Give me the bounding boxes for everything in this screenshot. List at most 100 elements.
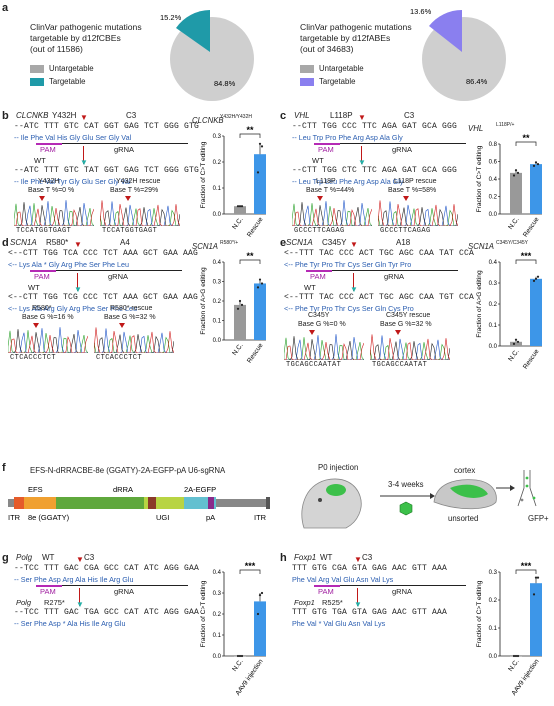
wt-label: WT xyxy=(320,553,333,562)
data-point xyxy=(536,576,540,579)
legend-targetable: Targetable xyxy=(319,77,356,86)
panel-a-label: a xyxy=(2,2,9,14)
y-tick-label: 0.1 xyxy=(213,319,222,325)
chromatogram-title: C345Y xyxy=(308,312,330,319)
chromatogram-bases: TGCAGCCAATAT xyxy=(286,361,342,369)
data-point xyxy=(532,164,536,167)
edited-base-marker-icon: ▼ xyxy=(74,285,82,294)
pie-slice-targetable xyxy=(429,9,462,52)
weeks-label: 3-4 weeks xyxy=(388,480,424,489)
y-tick-label: 0.0 xyxy=(213,212,222,218)
pie-slice-untargetable xyxy=(422,17,506,101)
bar-aav9injection xyxy=(530,583,542,656)
gene-name: Foxp1 xyxy=(294,598,315,607)
chart-title: SCN1A xyxy=(468,242,494,251)
data-point xyxy=(514,338,518,341)
mutation-name: C345Y xyxy=(322,238,347,247)
bar-aav9injection xyxy=(254,601,266,656)
sequence-wt: <--TTT TAC CCC ACT TGC AGC CAA TGT CCA xyxy=(284,293,475,302)
pam-underline xyxy=(306,270,332,272)
sequence-wt: --TCC TTT GAC CGA GCC CAT ATC AGG GAA xyxy=(14,564,200,573)
y-axis-label: Fraction of A>G editing xyxy=(200,267,207,335)
y-tick-label: 0.0 xyxy=(213,338,222,344)
data-point xyxy=(240,654,244,658)
y-tick-label: 0.1 xyxy=(213,186,222,192)
y-axis-label: Fraction of C>T editing xyxy=(476,580,483,647)
y-tick-label: 0.3 xyxy=(213,280,222,286)
aa-mutant: Phe Val * Val Glu Asn Val Lys xyxy=(292,619,386,628)
y-tick-label: 0.2 xyxy=(489,302,498,308)
sequence-mutant: --CTT TGG CCC TTC AGA GAT GCA GGG xyxy=(292,122,458,131)
data-point xyxy=(536,275,540,278)
chromatogram-title: L118P rescue xyxy=(394,178,437,185)
y-axis-label: Fraction of C>T editing xyxy=(200,141,207,208)
mutation-marker-icon xyxy=(33,323,39,328)
mutation-marker-icon xyxy=(403,196,409,201)
chromatogram-bases: CTCACCCTCT xyxy=(96,354,143,362)
chart-title: SCN1A xyxy=(192,242,218,251)
y-tick-label: 0.2 xyxy=(489,598,498,604)
aa-mutant: <-- Phe Tyr Pro Thr Cys Ser Gln Tyr Pro xyxy=(284,260,412,269)
gene-name: Polg xyxy=(16,553,33,562)
gene-name: SCN1A xyxy=(10,238,37,247)
aav-icon xyxy=(399,501,413,516)
panel-a-left-title: ClinVar pathogenic mutations targetable … xyxy=(30,22,142,54)
y-axis-label: Fraction of C>T editing xyxy=(200,580,207,647)
legend-swatch-untargetable xyxy=(300,64,314,73)
y-tick-label: 0.4 xyxy=(489,260,498,266)
legend-swatch-untargetable xyxy=(30,64,44,73)
significance-bracket xyxy=(515,569,537,574)
y-tick-label: 0.8 xyxy=(489,142,498,148)
y-tick-label: 0.3 xyxy=(213,591,222,597)
data-point xyxy=(532,593,536,596)
significance-bracket xyxy=(239,133,261,138)
edited-base-marker-icon: ▼ xyxy=(80,158,88,167)
chromatogram-subtitle: Base T %=58% xyxy=(388,187,437,194)
grna-underline xyxy=(332,270,458,272)
data-point xyxy=(258,278,262,281)
chromatogram-bases: TGCAGCCAATAT xyxy=(372,361,428,369)
bar-rescue xyxy=(530,278,542,346)
bar-rescue xyxy=(254,283,266,340)
legend-untargetable: Untargetable xyxy=(319,64,364,73)
edit-arrow xyxy=(77,273,78,291)
segment-efs: EFS xyxy=(28,485,43,494)
sequence-mutant: TTT GTG TGA GTA GAG AAC GTT AAA xyxy=(292,608,448,617)
data-point xyxy=(260,145,264,148)
gene-name: Foxp1 xyxy=(294,553,317,562)
data-point xyxy=(238,205,242,208)
mouse-illustration xyxy=(301,478,362,529)
y-tick-label: 0.4 xyxy=(213,260,222,266)
data-point xyxy=(238,299,242,303)
mutation-marker-icon xyxy=(395,330,401,335)
data-point xyxy=(514,169,518,172)
segment-8e: 8e (GGATY) xyxy=(28,513,70,522)
construct-title: EFS-N-dRRACBE-8e (GGATY)-2A-EGFP-pA U6-s… xyxy=(30,466,226,475)
chromatogram-title: Y432H xyxy=(38,178,60,185)
grna-label: gRNA xyxy=(392,587,413,596)
y-tick-label: 0.3 xyxy=(213,134,222,140)
panel-e-label: e xyxy=(280,237,287,249)
significance-bracket xyxy=(239,259,261,264)
target-marker-icon: ▼ xyxy=(76,555,84,564)
target-marker-icon: ▼ xyxy=(354,555,362,564)
chromatogram-title: Y432H rescue xyxy=(116,178,161,185)
mutation-name: R275* xyxy=(44,598,65,607)
bar-chart-e: 0.0 0.1 0.2 0.3 0.4 Fraction of A>G editing N.… xyxy=(476,251,542,371)
bar-chart-c: 0.0 0.2 0.4 0.6 0.8 Fraction of C>T editing N.… xyxy=(476,133,542,238)
significance-stars: *** xyxy=(245,561,256,571)
chromatogram-title: C345Y rescue xyxy=(386,312,431,319)
x-tick-label: Rescue xyxy=(522,348,541,371)
bar-chart-d: 0.0 0.1 0.2 0.3 0.4 Fraction of A>G editing N.… xyxy=(200,251,266,364)
segment-ugi: UGI xyxy=(156,513,169,522)
construct-diagram: EFS dRRA 2A-EGFP ITR 8e (GGATY) UGI pA I… xyxy=(8,485,270,522)
segment-itr: ITR xyxy=(8,513,21,522)
wt-label: WT xyxy=(42,553,55,562)
y-tick-label: 0.0 xyxy=(489,654,498,660)
chromatogram-trace xyxy=(8,323,88,353)
x-tick-label: Rescue xyxy=(246,216,265,239)
grna-underline xyxy=(62,585,188,587)
chromatogram-bases: GCCCTTCAGAG xyxy=(294,227,345,235)
data-point xyxy=(240,205,244,208)
data-point xyxy=(514,654,518,658)
